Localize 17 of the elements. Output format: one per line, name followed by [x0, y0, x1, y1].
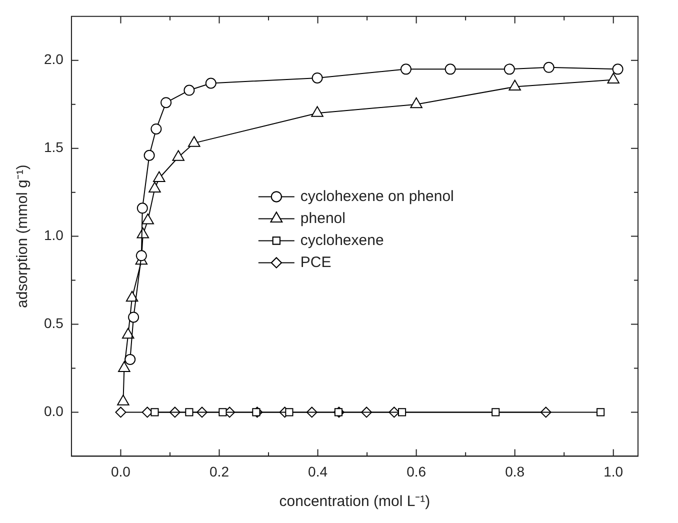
y-tick-label: 1.0: [44, 227, 64, 244]
y-tick-label: 0.0: [44, 403, 64, 420]
legend-label: cyclohexene on phenol: [300, 188, 454, 205]
legend-label: PCE: [300, 254, 332, 271]
x-tick-label: 0.6: [406, 463, 426, 480]
x-tick-label: 0.0: [110, 463, 131, 480]
x-tick-label: 0.4: [308, 463, 328, 480]
x-axis-title: concentration (mol L⁻¹): [279, 493, 430, 510]
y-tick-label: 2.0: [44, 51, 64, 68]
legend-label: phenol: [300, 210, 346, 227]
x-tick-label: 0.8: [505, 463, 525, 480]
x-tick-label: 1.0: [604, 463, 624, 480]
y-axis-title: adsorption (mmol g⁻¹): [14, 164, 32, 308]
y-tick-label: 1.5: [44, 139, 64, 156]
y-tick-label: 0.5: [44, 315, 64, 332]
x-tick-label: 0.2: [210, 463, 230, 480]
legend-label: cyclohexene: [300, 232, 384, 249]
